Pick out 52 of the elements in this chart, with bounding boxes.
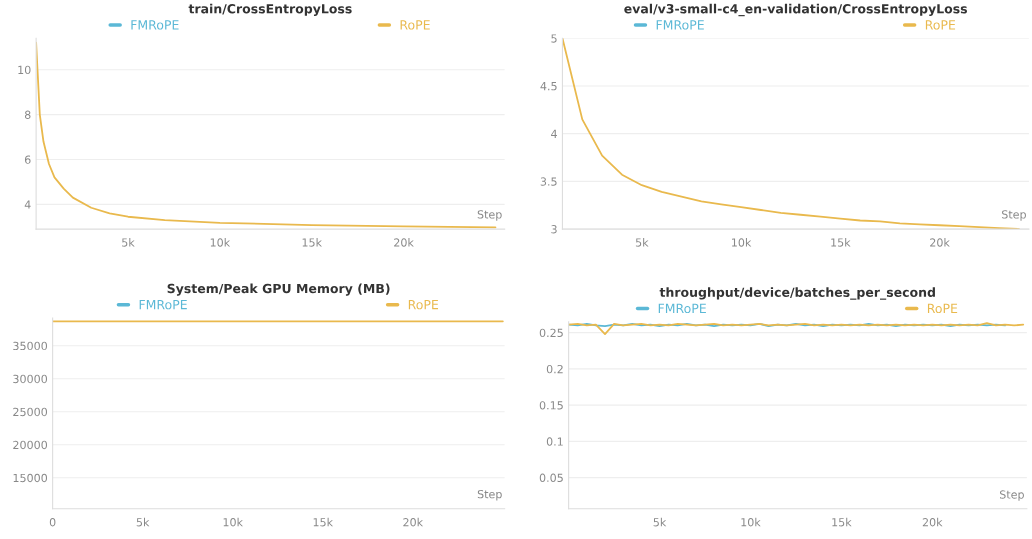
y-tick-label: 4: [24, 200, 31, 209]
y-tick-label: 30000: [13, 374, 48, 384]
y-tick-label: 6: [24, 155, 31, 164]
y-tick-label: 0.15: [539, 401, 563, 410]
chart-title: System/Peak GPU Memory (MB): [167, 283, 390, 296]
x-tick-label: 10k: [741, 517, 761, 527]
legend-label: FMRoPE: [656, 20, 704, 30]
x-tick-label: 10k: [210, 238, 231, 247]
y-tick-label: 4: [551, 129, 557, 138]
x-tick-label: 5k: [122, 238, 135, 247]
legend-label: FMRoPE: [658, 303, 706, 314]
y-tick-label: 0.05: [539, 473, 563, 483]
x-tick-label: 15k: [831, 238, 851, 247]
x-axis-title: Step: [999, 490, 1024, 501]
legend-label: RoPE: [408, 300, 439, 310]
x-tick-label: 20k: [930, 238, 950, 247]
legend-label: RoPE: [927, 303, 958, 314]
x-tick-label: 15k: [313, 517, 334, 527]
y-tick-label: 35000: [13, 341, 48, 351]
legend-label: RoPE: [400, 20, 430, 30]
legend-label: FMRoPE: [131, 20, 179, 30]
y-tick-label: 25000: [13, 407, 48, 417]
x-tick-label: 15k: [832, 517, 852, 527]
x-axis-title: Step: [477, 210, 502, 221]
y-tick-label: 3.5: [540, 177, 557, 186]
x-tick-label: 20k: [394, 238, 414, 247]
y-tick-label: 3: [551, 225, 557, 234]
x-axis-title: Step: [1002, 210, 1026, 221]
x-tick-label: 5k: [136, 517, 150, 527]
x-tick-label: 20k: [922, 517, 943, 527]
y-tick-label: 20000: [13, 440, 48, 450]
y-tick-label: 0.1: [546, 437, 563, 446]
y-tick-label: 5: [551, 34, 557, 43]
y-tick-label: 15000: [13, 473, 48, 483]
x-tick-label: 5k: [653, 517, 667, 527]
x-axis-title: Step: [477, 489, 502, 501]
chart-title: train/CrossEntropyLoss: [188, 3, 352, 16]
chart-title: throughput/device/batches_per_second: [659, 287, 935, 300]
y-tick-label: 10: [18, 65, 31, 75]
legend-label: RoPE: [925, 20, 956, 30]
x-tick-label: 15k: [302, 238, 322, 247]
x-tick-label: 0: [49, 518, 56, 527]
y-tick-label: 0.25: [539, 328, 563, 338]
x-tick-label: 5k: [635, 238, 649, 247]
y-tick-label: 0.2: [546, 364, 563, 374]
chart-title: eval/v3-small-c4_en-validation/CrossEntropyLoss: [624, 3, 968, 17]
y-tick-label: 8: [24, 110, 31, 119]
legend-label: FMRoPE: [139, 300, 187, 310]
x-tick-label: 20k: [403, 517, 424, 527]
x-tick-label: 10k: [223, 517, 243, 527]
x-tick-label: 10k: [732, 238, 752, 247]
y-tick-label: 4.5: [540, 82, 557, 91]
